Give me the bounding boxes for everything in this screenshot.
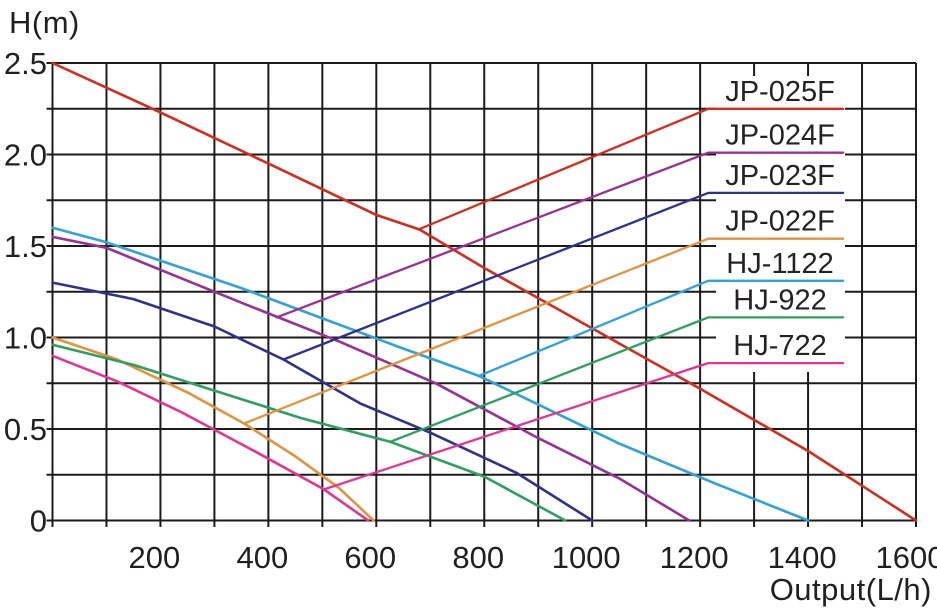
series-line-HJ-922 xyxy=(51,343,567,522)
leader-line-JP-025F xyxy=(417,107,845,231)
x-tick-label: 1400 xyxy=(768,540,837,575)
leader-line-JP-024F xyxy=(275,151,845,319)
leader-line-JP-023F xyxy=(282,191,845,361)
series-line-JP-025F xyxy=(51,61,918,522)
x-tick-label: 800 xyxy=(452,540,504,575)
legend-label-JP-023F: JP-023F xyxy=(725,160,835,192)
y-tick-label: 1.5 xyxy=(4,229,47,264)
series-line-JP-024F xyxy=(51,235,691,522)
y-tick-label: 1.0 xyxy=(4,321,47,356)
legend-label-JP-024F: JP-024F xyxy=(725,120,835,152)
legend-label-HJ-922: HJ-922 xyxy=(733,284,827,316)
series-line-HJ-722 xyxy=(51,354,370,522)
y-tick-label: 2.5 xyxy=(4,46,47,81)
y-tick-label: 0 xyxy=(30,504,47,539)
leader-line-HJ-922 xyxy=(389,316,845,443)
y-tick-label: 0.5 xyxy=(4,412,47,447)
series-line-HJ-1122 xyxy=(51,226,810,522)
y-tick-labels: 0 0.5 1.0 1.5 2.0 2.5 xyxy=(4,46,47,539)
x-tick-label: 1600 xyxy=(876,540,937,575)
x-tick-labels: 200 400 600 800 1000 1200 1400 1600 xyxy=(129,540,937,575)
x-axis-title: Output(L/h) xyxy=(769,572,932,607)
legend-label-JP-022F: JP-022F xyxy=(725,206,835,238)
y-axis-title: H(m) xyxy=(9,5,80,40)
leader-line-HJ-1122 xyxy=(477,279,845,378)
x-tick-label: 1000 xyxy=(552,540,621,575)
x-tick-label: 400 xyxy=(237,540,289,575)
legend-leader-lines xyxy=(242,107,845,491)
legend-labels: JP-025F JP-024F JP-023F JP-022F HJ-1122 HJ-92… xyxy=(725,76,835,362)
leader-line-JP-022F xyxy=(242,237,845,425)
y-tick-label: 2.0 xyxy=(4,138,47,173)
leader-line-HJ-722 xyxy=(322,361,845,491)
series-curves xyxy=(51,61,918,522)
legend-label-HJ-722: HJ-722 xyxy=(733,330,827,362)
legend-label-HJ-1122: HJ-1122 xyxy=(726,248,833,280)
series-line-JP-023F xyxy=(51,281,594,522)
x-tick-label: 1200 xyxy=(660,540,729,575)
x-tick-label: 200 xyxy=(129,540,181,575)
x-tick-label: 600 xyxy=(344,540,396,575)
legend-label-JP-025F: JP-025F xyxy=(725,76,835,108)
legend-box xyxy=(716,76,845,372)
